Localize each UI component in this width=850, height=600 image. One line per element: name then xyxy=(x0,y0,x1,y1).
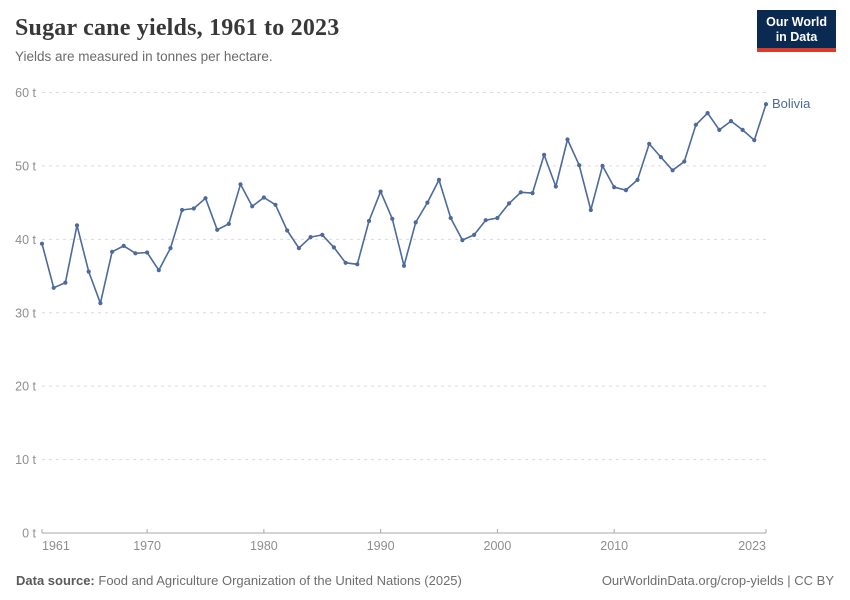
chart-footer: Data source: Food and Agriculture Organi… xyxy=(16,573,834,588)
data-point-bolivia-1978[interactable] xyxy=(238,182,243,187)
data-point-bolivia-1975[interactable] xyxy=(203,196,208,201)
data-point-bolivia-1961[interactable] xyxy=(39,241,45,246)
data-point-bolivia-1971[interactable] xyxy=(156,268,161,273)
data-point-bolivia-1972[interactable] xyxy=(168,246,173,251)
data-point-bolivia-1964[interactable] xyxy=(74,223,80,228)
y-tick-label-20: 20 t xyxy=(15,380,36,394)
data-point-bolivia-1976[interactable] xyxy=(215,227,220,232)
x-tick-label-1990: 1990 xyxy=(367,539,395,553)
data-point-bolivia-2020[interactable] xyxy=(728,119,734,124)
data-point-bolivia-1983[interactable] xyxy=(296,246,301,251)
series-line-bolivia[interactable] xyxy=(41,103,767,305)
data-source-note: Data source: Food and Agriculture Organi… xyxy=(16,573,462,588)
data-point-bolivia-2013[interactable] xyxy=(647,141,652,146)
data-point-bolivia-1963[interactable] xyxy=(63,280,68,285)
data-point-bolivia-1996[interactable] xyxy=(448,215,453,221)
owid-logo[interactable]: Our World in Data xyxy=(757,10,836,52)
data-point-bolivia-2002[interactable] xyxy=(518,190,523,195)
data-point-bolivia-2022[interactable] xyxy=(752,138,757,143)
data-point-bolivia-2008[interactable] xyxy=(588,207,593,213)
x-tick-label-1970: 1970 xyxy=(133,539,161,553)
chart-title: Sugar cane yields, 1961 to 2023 xyxy=(15,15,340,41)
data-point-bolivia-1988[interactable] xyxy=(355,262,360,267)
y-tick-label-40: 40 t xyxy=(15,233,36,247)
data-point-bolivia-1974[interactable] xyxy=(191,206,196,211)
data-point-bolivia-1968[interactable] xyxy=(121,243,126,248)
data-point-bolivia-1994[interactable] xyxy=(425,200,430,205)
data-point-bolivia-2006[interactable] xyxy=(565,137,570,142)
data-point-bolivia-2009[interactable] xyxy=(600,163,605,168)
y-tick-label-30: 30 t xyxy=(15,306,36,320)
data-point-bolivia-1995[interactable] xyxy=(436,177,442,182)
y-tick-label-50: 50 t xyxy=(15,159,36,173)
data-point-bolivia-2018[interactable] xyxy=(705,111,710,116)
data-point-bolivia-1999[interactable] xyxy=(483,218,488,223)
data-point-bolivia-1998[interactable] xyxy=(472,232,477,237)
data-point-bolivia-1992[interactable] xyxy=(401,263,407,268)
data-point-bolivia-2004[interactable] xyxy=(542,152,547,157)
chart-header: Sugar cane yields, 1961 to 2023 Yields a… xyxy=(15,14,755,64)
data-point-bolivia-1991[interactable] xyxy=(390,216,395,221)
data-point-bolivia-1997[interactable] xyxy=(460,238,465,243)
data-point-bolivia-1985[interactable] xyxy=(320,232,325,237)
data-point-bolivia-2015[interactable] xyxy=(670,168,675,173)
series-label-bolivia[interactable]: Bolivia xyxy=(772,96,811,111)
license-badge: CC BY xyxy=(794,573,834,588)
data-point-bolivia-1967[interactable] xyxy=(110,249,115,254)
data-point-bolivia-1984[interactable] xyxy=(308,235,313,240)
data-point-bolivia-2005[interactable] xyxy=(553,184,558,189)
data-point-bolivia-1962[interactable] xyxy=(51,285,56,290)
x-tick-label-1980: 1980 xyxy=(250,539,278,553)
data-point-bolivia-1989[interactable] xyxy=(366,218,372,224)
data-point-bolivia-1981[interactable] xyxy=(273,202,278,207)
data-source-text: Food and Agriculture Organization of the… xyxy=(98,573,462,588)
data-point-bolivia-2011[interactable] xyxy=(623,188,629,193)
chart-subtitle: Yields are measured in tonnes per hectar… xyxy=(15,48,273,64)
owid-logo-line1: Our World xyxy=(766,15,827,29)
data-point-bolivia-2021[interactable] xyxy=(740,127,745,132)
data-point-bolivia-2012[interactable] xyxy=(635,177,640,182)
data-point-bolivia-1993[interactable] xyxy=(413,220,418,225)
owid-logo-line2: in Data xyxy=(775,30,818,44)
data-source-label: Data source: xyxy=(16,573,95,588)
data-point-bolivia-1965[interactable] xyxy=(86,269,91,274)
data-point-bolivia-2001[interactable] xyxy=(507,201,512,206)
data-point-bolivia-1966[interactable] xyxy=(98,301,103,306)
x-tick-label-2000: 2000 xyxy=(484,539,512,553)
x-tick-label-2023: 2023 xyxy=(738,539,766,553)
data-point-bolivia-1970[interactable] xyxy=(145,250,150,255)
data-point-bolivia-1979[interactable] xyxy=(250,204,255,209)
data-point-bolivia-1986[interactable] xyxy=(331,245,336,250)
data-point-bolivia-1980[interactable] xyxy=(261,195,266,200)
data-point-bolivia-2016[interactable] xyxy=(682,159,687,164)
footer-separator: | xyxy=(783,573,795,588)
data-point-bolivia-1982[interactable] xyxy=(285,228,290,233)
data-point-bolivia-2019[interactable] xyxy=(717,127,722,132)
data-point-bolivia-1973[interactable] xyxy=(180,207,185,213)
data-point-bolivia-1969[interactable] xyxy=(133,251,138,256)
data-point-bolivia-1990[interactable] xyxy=(378,189,383,194)
y-tick-label-60: 60 t xyxy=(15,86,36,100)
x-tick-label-2010: 2010 xyxy=(600,539,628,553)
x-tick-label-1961: 1961 xyxy=(42,539,70,553)
data-point-bolivia-1977[interactable] xyxy=(226,221,231,226)
y-tick-label-0: 0 t xyxy=(22,527,36,541)
footer-links: OurWorldinData.org/crop-yields | CC BY xyxy=(602,573,834,588)
data-point-bolivia-2010[interactable] xyxy=(612,185,617,190)
data-point-bolivia-2003[interactable] xyxy=(530,191,535,196)
owid-url-link[interactable]: OurWorldinData.org/crop-yields xyxy=(601,573,784,588)
data-point-bolivia-2017[interactable] xyxy=(693,122,699,127)
data-point-bolivia-2023[interactable] xyxy=(763,102,769,107)
data-point-bolivia-2014[interactable] xyxy=(658,155,664,160)
data-point-bolivia-1987[interactable] xyxy=(343,260,348,265)
data-point-bolivia-2000[interactable] xyxy=(495,215,500,221)
y-tick-label-10: 10 t xyxy=(15,453,36,467)
data-point-bolivia-2007[interactable] xyxy=(577,163,582,168)
